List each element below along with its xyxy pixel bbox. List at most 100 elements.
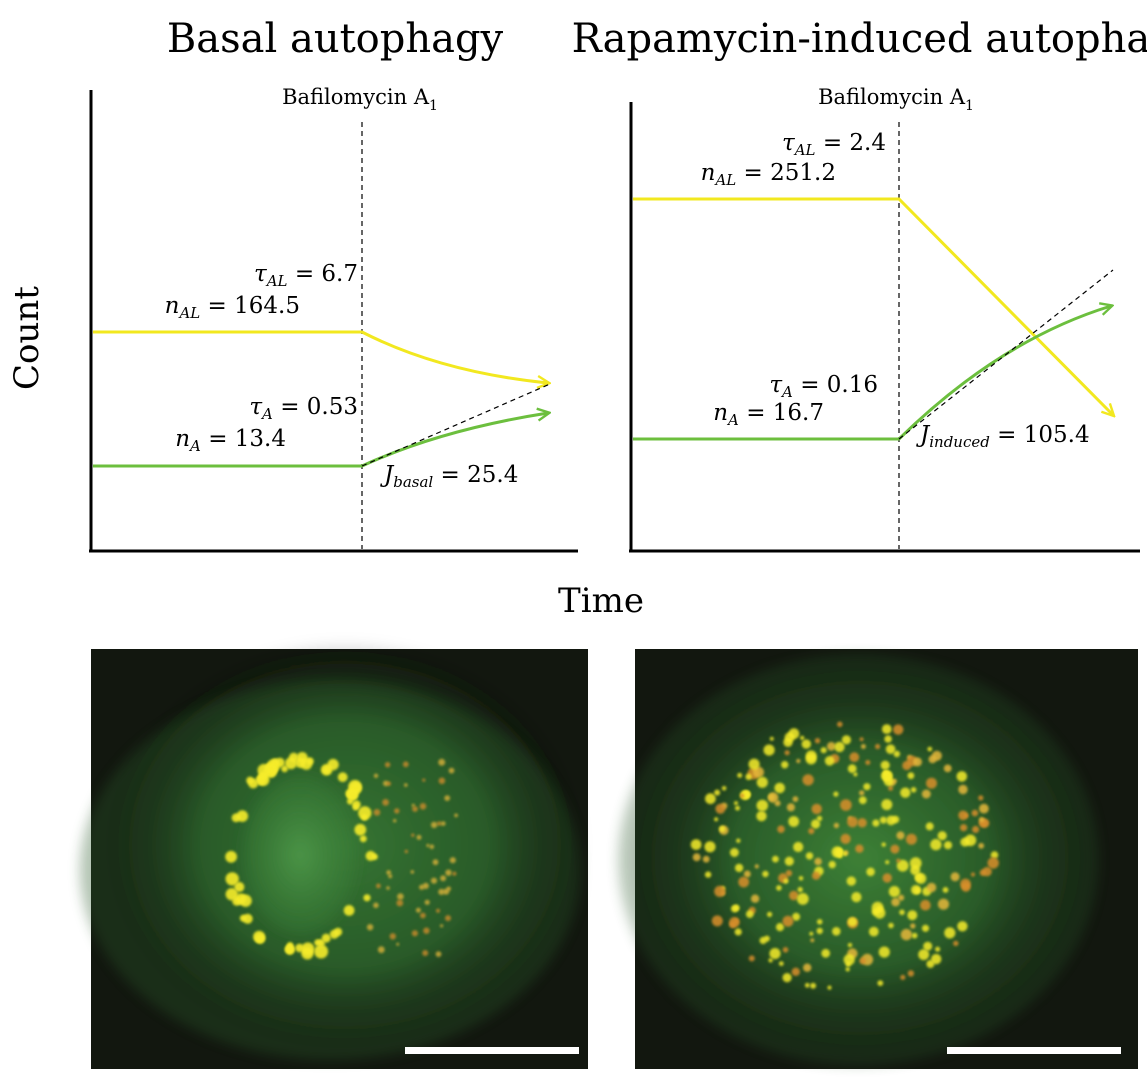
induced-punctum: [756, 810, 767, 822]
induced-punctum: [782, 973, 792, 983]
basal-punctum: [352, 804, 359, 811]
basal-punctum: [295, 943, 304, 953]
induced-punctum: [930, 838, 942, 851]
induced-punctum: [735, 805, 740, 811]
induced-punctum: [847, 764, 857, 774]
induced-puncta: [690, 721, 999, 990]
induced-punctum: [793, 841, 804, 853]
basal-punctum: [386, 870, 392, 875]
basal-punctum: [382, 799, 389, 806]
basal-punctum: [347, 788, 359, 800]
induced-punctum: [789, 890, 799, 901]
induced-punctum: [893, 724, 904, 735]
induced-punctum: [920, 899, 931, 911]
induced-punctum: [798, 876, 804, 881]
basal-punctum: [411, 803, 415, 808]
induced-punctum: [990, 851, 999, 859]
induced-punctum: [756, 799, 769, 812]
induced-marker-label-sub: 1: [965, 98, 974, 114]
induced-punctum: [892, 778, 897, 784]
induced-punctum: [721, 786, 727, 791]
induced-punctum: [762, 870, 769, 878]
induced-punctum: [740, 793, 745, 798]
induced-punctum: [802, 774, 814, 786]
basal-punctum: [281, 765, 288, 773]
basal-punctum: [285, 944, 295, 955]
induced-punctum: [810, 982, 817, 989]
induced-punctum: [792, 796, 799, 802]
basal-autophagosome-line: [93, 413, 548, 468]
induced-punctum: [881, 842, 886, 847]
induced-flux-tangent: [898, 269, 1114, 440]
basal-punctum: [384, 762, 391, 768]
induced-punctum: [925, 822, 934, 831]
induced-punctum: [878, 946, 890, 958]
induced-punctum: [877, 980, 884, 986]
induced-punctum: [898, 894, 905, 901]
basal-panel-title: Basal autophagy: [167, 16, 504, 62]
basal-punctum: [386, 781, 391, 786]
induced-punctum: [729, 848, 739, 857]
induced-tau-a-label: τA = 0.16: [769, 372, 878, 401]
induced-tau-al-label: τAL = 2.4: [782, 130, 886, 159]
basal-punctum: [445, 869, 452, 876]
induced-punctum: [978, 795, 984, 801]
basal-punctum: [404, 783, 408, 787]
induced-punctum: [859, 737, 864, 742]
basal-punctum: [234, 881, 245, 893]
induced-punctum: [944, 927, 956, 939]
induced-punctum: [900, 787, 911, 798]
induced-punctum: [743, 870, 751, 878]
induced-punctum: [788, 728, 800, 740]
induced-punctum: [931, 953, 942, 965]
induced-punctum: [796, 893, 809, 905]
induced-punctum: [814, 738, 821, 744]
induced-punctum: [816, 815, 823, 822]
induced-punctum: [800, 735, 805, 741]
induced-punctum: [865, 760, 871, 765]
induced-punctum: [781, 761, 789, 769]
basal-punctum: [295, 757, 306, 768]
basal-punctum: [440, 924, 444, 928]
basal-punctum: [423, 927, 430, 934]
induced-punctum: [876, 905, 883, 912]
induced-punctum: [958, 784, 968, 795]
basal-punctum: [225, 850, 238, 863]
induced-punctum: [811, 871, 821, 880]
induced-punctum: [840, 833, 851, 845]
induced-punctum: [960, 878, 971, 890]
basal-punctum: [446, 886, 452, 892]
induced-punctum: [958, 810, 968, 821]
induced-punctum: [971, 809, 979, 817]
basal-punctum: [454, 813, 458, 818]
basal-punctum: [402, 761, 409, 768]
basal-punctum: [346, 798, 354, 805]
basal-punctum: [377, 946, 385, 954]
basal-punctum: [396, 899, 404, 907]
basal-tau-al-label: τAL = 6.7: [254, 261, 358, 290]
induced-punctum: [971, 872, 975, 877]
basal-punctum: [337, 772, 348, 783]
induced-punctum: [914, 873, 923, 882]
induced-punctum: [734, 801, 738, 806]
basal-punctum: [306, 757, 314, 765]
induced-punctum: [833, 822, 840, 829]
induced-punctum: [910, 923, 916, 929]
induced-punctum: [792, 912, 801, 921]
basal-punctum: [394, 808, 400, 814]
induced-punctum: [772, 855, 779, 863]
induced-punctum: [884, 735, 892, 743]
basal-punctum: [404, 849, 408, 854]
basal-punctum: [289, 752, 299, 762]
induced-punctum: [754, 864, 759, 869]
basal-punctum: [420, 912, 426, 919]
induced-punctum: [847, 816, 858, 828]
basal-punctum: [452, 871, 457, 876]
basal-marker-label: Bafilomycin A1: [282, 85, 438, 114]
induced-punctum: [913, 757, 922, 767]
induced-punctum: [745, 773, 752, 780]
induced-punctum: [805, 753, 817, 765]
induced-punctum: [885, 744, 896, 754]
induced-cell-outer-haze: [618, 655, 1098, 1065]
basal-punctum: [444, 795, 451, 801]
